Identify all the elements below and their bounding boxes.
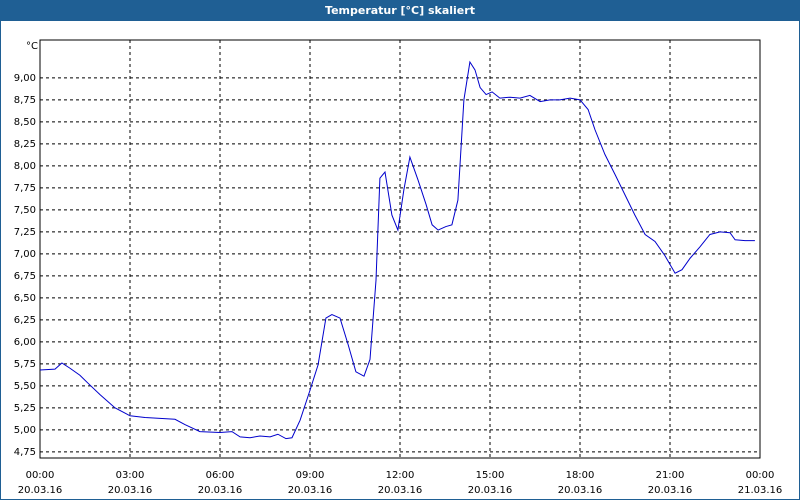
x-tick-date: 20.03.16 [108,485,153,496]
x-tick-date: 20.03.16 [378,485,423,496]
y-tick-label: 8,25 [14,139,36,150]
y-tick-label: 8,50 [14,117,36,128]
y-tick-label: 6,00 [14,337,36,348]
x-tick-date: 20.03.16 [648,485,693,496]
y-tick-label: 4,75 [14,447,36,458]
x-tick-label: 18:00 [566,470,595,481]
y-tick-label: 5,75 [14,359,36,370]
x-tick-label: 09:00 [296,470,325,481]
x-tick-date: 20.03.16 [198,485,243,496]
y-tick-label: 5,25 [14,403,36,414]
x-tick-label: 03:00 [116,470,145,481]
y-tick-label: 5,50 [14,381,36,392]
y-tick-label: 6,75 [14,271,36,282]
y-tick-label: 6,25 [14,315,36,326]
x-tick-date: 20.03.16 [558,485,603,496]
y-tick-label: 7,75 [14,183,36,194]
y-tick-label: 6,50 [14,293,36,304]
x-tick-label: 00:00 [746,470,775,481]
y-tick-label: 5,00 [14,425,36,436]
y-axis-label: °C [26,41,38,52]
x-tick-label: 00:00 [26,470,55,481]
y-tick-label: 9,00 [14,73,36,84]
x-tick-date: 20.03.16 [18,485,63,496]
y-tick-label: 7,00 [14,249,36,260]
x-tick-label: 06:00 [206,470,235,481]
x-tick-date: 20.03.16 [288,485,333,496]
y-tick-label: 7,50 [14,205,36,216]
y-tick-label: 7,25 [14,227,36,238]
chart-title: Temperatur [°C] skaliert [325,4,475,17]
x-tick-label: 12:00 [386,470,415,481]
x-tick-date: 21.03.16 [738,485,783,496]
y-tick-label: 8,75 [14,95,36,106]
y-tick-label: 8,00 [14,161,36,172]
x-tick-label: 21:00 [656,470,685,481]
x-tick-date: 20.03.16 [468,485,513,496]
title-bar [0,0,800,21]
x-tick-label: 15:00 [476,470,505,481]
data-line [39,60,755,440]
